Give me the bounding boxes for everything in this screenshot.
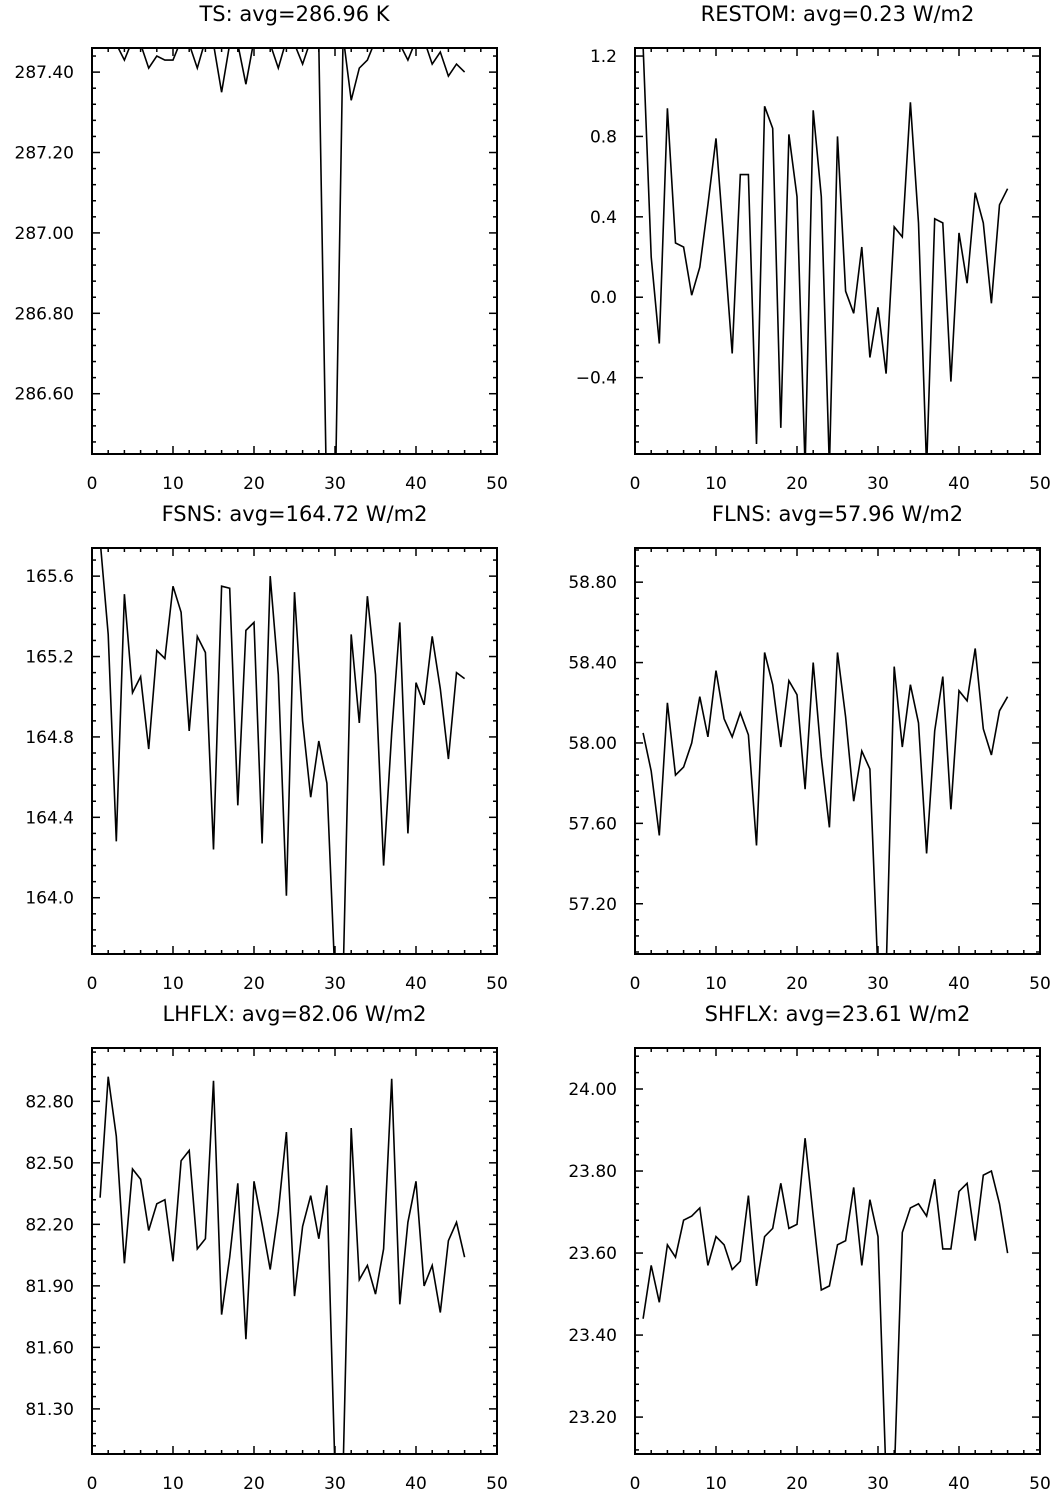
y-tick-label: 165.2 [25, 648, 74, 668]
y-tick-label: 165.6 [25, 567, 74, 587]
series-line [99, 1076, 466, 1454]
x-tick-label: 0 [630, 974, 641, 994]
y-tick-label: 23.80 [568, 1162, 617, 1182]
y-tick-label: 1.2 [590, 47, 617, 67]
x-tick-label: 20 [786, 974, 808, 994]
y-tick-label: 23.60 [568, 1244, 617, 1264]
chart-title: RESTOM: avg=0.23 W/m2 [701, 2, 975, 26]
x-tick-label: 10 [705, 974, 727, 994]
chart-title: LHFLX: avg=82.06 W/m2 [162, 1002, 426, 1026]
x-tick-label: 30 [867, 974, 889, 994]
y-tick-label: 23.20 [568, 1408, 617, 1428]
x-tick-label: 10 [705, 1474, 727, 1494]
x-tick-label: 0 [630, 474, 641, 494]
x-tick-label: 50 [486, 474, 508, 494]
x-tick-label: 50 [1029, 974, 1051, 994]
x-tick-label: 50 [486, 1474, 508, 1494]
panel-flns: FLNS: avg=57.96 W/m2 0 10 20 30 40 50 57.20 57.6… [568, 502, 1050, 994]
y-tick-label: 286.80 [15, 304, 74, 324]
chart-title: FLNS: avg=57.96 W/m2 [712, 502, 963, 526]
series-line [99, 548, 466, 954]
y-tick-label: 164.8 [25, 728, 74, 748]
y-tick-label: 82.50 [25, 1154, 74, 1174]
x-tick-label: 20 [786, 474, 808, 494]
plot-frame [634, 47, 1041, 455]
plot-frame [91, 547, 498, 955]
panel-shflx: SHFLX: avg=23.61 W/m2 0 10 20 30 40 50 23.20 23.… [568, 1002, 1050, 1494]
y-tick-label: 287.40 [15, 63, 74, 83]
panel-restom: RESTOM: avg=0.23 W/m2 0 10 20 30 40 50 −0.4 0.0 0… [576, 2, 1051, 494]
y-tick-label: −0.4 [576, 369, 617, 389]
y-tick-label: 0.4 [590, 208, 617, 228]
x-tick-label: 10 [162, 974, 184, 994]
x-tick-label: 30 [324, 1474, 346, 1494]
chart-title: FSNS: avg=164.72 W/m2 [162, 502, 428, 526]
y-tick-label: 58.80 [568, 573, 617, 593]
x-tick-label: 40 [405, 974, 427, 994]
x-tick-label: 10 [162, 1474, 184, 1494]
chart-title: TS: avg=286.96 K [198, 2, 390, 26]
plot-frame [634, 547, 1041, 955]
x-tick-label: 40 [405, 474, 427, 494]
panel-fsns: FSNS: avg=164.72 W/m2 0 10 20 30 40 50 164.0 164… [25, 502, 507, 994]
series-line [642, 48, 1009, 454]
chart-title: SHFLX: avg=23.61 W/m2 [705, 1002, 971, 1026]
y-tick-label: 57.60 [568, 814, 617, 834]
x-tick-label: 50 [1029, 1474, 1051, 1494]
x-tick-label: 10 [705, 474, 727, 494]
x-tick-label: 0 [87, 974, 98, 994]
x-tick-label: 0 [87, 474, 98, 494]
x-tick-label: 0 [630, 1474, 641, 1494]
y-tick-label: 23.40 [568, 1326, 617, 1346]
x-tick-label: 20 [786, 1474, 808, 1494]
y-tick-label: 0.0 [590, 288, 617, 308]
y-tick-label: 164.4 [25, 808, 74, 828]
x-tick-label: 10 [162, 474, 184, 494]
y-tick-label: 164.0 [25, 889, 74, 909]
y-tick-label: 287.20 [15, 144, 74, 164]
series-line [642, 1138, 1009, 1454]
panel-lhflx: LHFLX: avg=82.06 W/m2 0 10 20 30 40 50 81.30 81.… [25, 1002, 507, 1494]
series-line [117, 48, 466, 454]
x-tick-label: 20 [243, 474, 265, 494]
x-tick-label: 40 [948, 974, 970, 994]
x-tick-label: 30 [867, 474, 889, 494]
y-tick-label: 82.20 [25, 1215, 74, 1235]
x-tick-label: 20 [243, 974, 265, 994]
x-tick-label: 40 [405, 1474, 427, 1494]
x-tick-label: 0 [87, 1474, 98, 1494]
x-tick-label: 50 [486, 974, 508, 994]
x-tick-label: 30 [867, 1474, 889, 1494]
y-tick-label: 58.40 [568, 654, 617, 674]
x-tick-label: 20 [243, 1474, 265, 1494]
x-tick-label: 30 [324, 974, 346, 994]
x-tick-label: 50 [1029, 474, 1051, 494]
y-tick-label: 24.00 [568, 1080, 617, 1100]
y-tick-label: 81.60 [25, 1338, 74, 1358]
series-line [642, 648, 1009, 954]
y-tick-label: 287.00 [15, 224, 74, 244]
y-tick-label: 81.30 [25, 1400, 74, 1420]
x-tick-label: 40 [948, 1474, 970, 1494]
y-tick-label: 0.8 [590, 127, 617, 147]
plot-frame [91, 1047, 498, 1455]
y-tick-label: 58.00 [568, 734, 617, 754]
y-tick-label: 286.60 [15, 385, 74, 405]
x-tick-label: 40 [948, 474, 970, 494]
x-tick-label: 30 [324, 474, 346, 494]
y-tick-label: 82.80 [25, 1092, 74, 1112]
y-tick-label: 81.90 [25, 1277, 74, 1297]
y-tick-label: 57.20 [568, 895, 617, 915]
panel-ts: TS: avg=286.96 K 0 10 20 30 40 50 286.60 286.80 2… [15, 2, 508, 494]
plot-frame [91, 47, 498, 455]
plot-frame [634, 1047, 1041, 1455]
